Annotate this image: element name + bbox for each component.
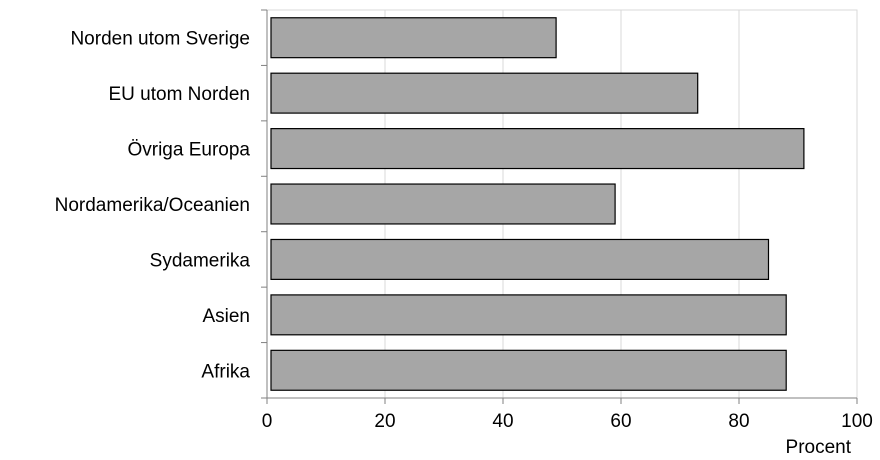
category-label-5: Asien	[202, 306, 250, 327]
category-label-4: Sydamerika	[150, 250, 251, 271]
category-label-3: Nordamerika/Oceanien	[55, 195, 250, 216]
x-tick-label-4: 80	[728, 411, 749, 432]
x-tick-label-3: 60	[610, 411, 631, 432]
x-tick-label-2: 40	[492, 411, 513, 432]
category-label-1: EU utom Norden	[108, 84, 250, 105]
category-label-2: Övriga Europa	[127, 140, 250, 161]
x-tick-label-1: 20	[374, 411, 395, 432]
category-label-0: Norden utom Sverige	[70, 29, 250, 50]
x-axis-title: Procent	[786, 437, 852, 458]
bar-2	[270, 128, 805, 170]
bar-5	[270, 294, 787, 336]
x-tick-label-0: 0	[262, 411, 273, 432]
bar-3	[270, 183, 616, 225]
bar-0	[270, 17, 557, 59]
bar-4	[270, 238, 770, 280]
bar-1	[270, 72, 699, 114]
bar-6	[270, 349, 787, 391]
x-tick-label-5: 100	[841, 411, 873, 432]
category-label-6: Afrika	[201, 361, 250, 382]
